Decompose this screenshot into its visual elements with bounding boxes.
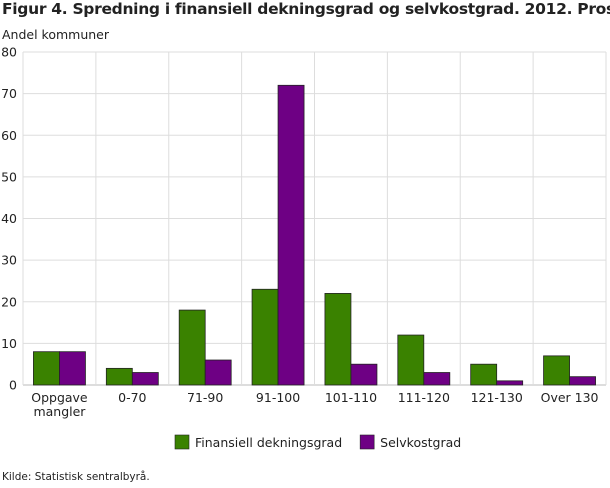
source-note: Kilde: Statistisk sentralbyrå. — [2, 471, 150, 483]
bar-selvkost — [350, 363, 378, 386]
legend-swatch — [174, 434, 190, 450]
bar-selvkost — [569, 376, 596, 386]
x-tick-label: Oppgave — [31, 390, 88, 405]
y-tick-label: 80 — [1, 45, 17, 60]
y-tick-label: 30 — [1, 253, 17, 268]
bar-finansiell — [105, 367, 133, 386]
x-tick-label: Over 130 — [541, 390, 599, 405]
legend-label: Selvkostgrad — [380, 435, 461, 450]
bar-finansiell — [178, 309, 206, 386]
x-tick-label: 0-70 — [118, 390, 146, 405]
y-axis-label: Andel kommuner — [2, 27, 110, 42]
y-tick-label: 0 — [9, 378, 17, 393]
y-tick-label: 10 — [1, 336, 17, 351]
x-tick-label: 111-120 — [398, 390, 450, 405]
y-tick-label: 60 — [1, 128, 17, 143]
bar-selvkost — [277, 84, 305, 386]
y-tick-label: 70 — [1, 86, 17, 101]
x-tick-label: 71-90 — [187, 390, 223, 405]
y-tick-label: 50 — [1, 169, 17, 184]
bar-finansiell — [470, 363, 498, 386]
bar-selvkost — [204, 359, 232, 386]
chart-title: Figur 4. Spredning i finansiell deknings… — [2, 0, 610, 18]
x-tick-label: 91-100 — [256, 390, 300, 405]
legend-label: Finansiell dekningsgrad — [195, 435, 342, 450]
x-tick-label: mangler — [33, 404, 86, 419]
legend-swatch — [359, 434, 375, 450]
bar-selvkost — [496, 380, 524, 386]
bar-finansiell — [397, 334, 425, 386]
bar-selvkost — [59, 351, 86, 386]
bar-finansiell — [33, 351, 60, 386]
bar-finansiell — [324, 293, 352, 386]
bar-finansiell — [251, 288, 279, 386]
x-tick-label: 101-110 — [325, 390, 377, 405]
bar-finansiell — [543, 355, 570, 386]
x-tick-label: 121-130 — [471, 390, 523, 405]
bar-selvkost — [131, 372, 159, 386]
y-tick-label: 20 — [1, 294, 17, 309]
y-tick-label: 40 — [1, 211, 17, 226]
bar-selvkost — [423, 372, 451, 386]
